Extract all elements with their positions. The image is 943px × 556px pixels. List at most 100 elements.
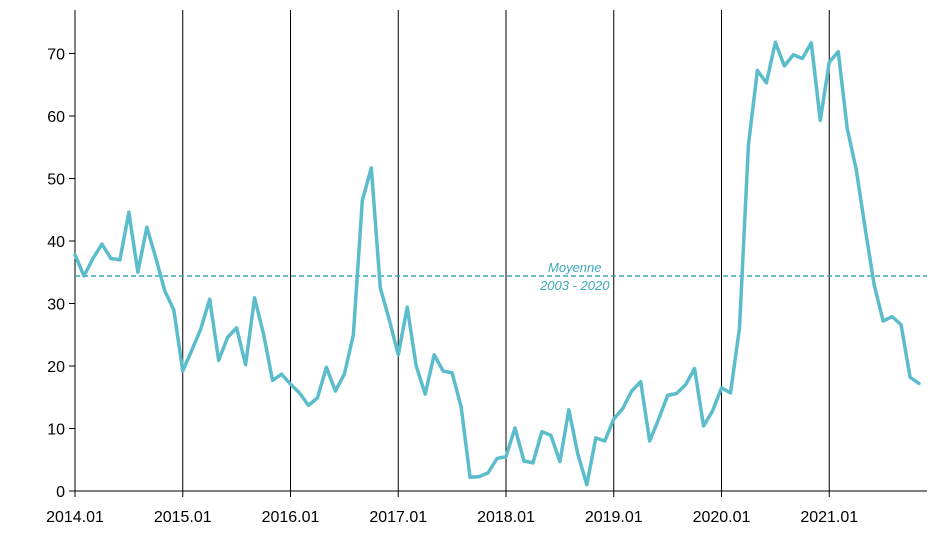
y-tick-label: 40	[47, 234, 65, 251]
data-point	[702, 424, 705, 428]
data-point	[190, 349, 193, 352]
data-point	[729, 391, 732, 395]
data-point	[756, 69, 759, 72]
x-tick-label: 2018.01	[477, 509, 535, 526]
data-point	[217, 359, 220, 362]
axes	[74, 10, 927, 492]
data-point	[549, 434, 553, 437]
data-point	[917, 382, 921, 385]
data-point	[415, 364, 418, 368]
data-point	[621, 407, 624, 410]
data-point	[639, 380, 642, 383]
data-point	[226, 336, 229, 339]
data-point	[100, 242, 104, 246]
data-point	[675, 392, 678, 395]
data-point	[854, 167, 858, 171]
data-point	[432, 353, 436, 356]
data-point	[325, 366, 328, 369]
data-point	[792, 53, 795, 56]
data-point	[810, 41, 813, 45]
data-point	[576, 452, 580, 456]
y-tick-label: 20	[47, 359, 65, 376]
vertical-gridlines	[182, 10, 830, 491]
data-point	[361, 199, 364, 202]
data-point	[289, 382, 292, 386]
series-line-0	[73, 40, 921, 487]
data-point	[630, 389, 633, 393]
x-tick-label: 2015.01	[154, 509, 212, 526]
data-point	[872, 283, 876, 286]
data-point	[280, 372, 283, 376]
data-point	[846, 127, 849, 130]
data-point	[127, 211, 131, 214]
data-point	[890, 315, 894, 318]
data-point	[585, 483, 589, 486]
data-point	[477, 475, 481, 478]
data-point	[837, 50, 840, 53]
data-point	[495, 457, 499, 460]
x-tick-label: 2019.01	[585, 509, 643, 526]
x-tick-label: 2017.01	[369, 509, 427, 526]
data-point	[441, 369, 445, 373]
data-point	[235, 326, 238, 330]
data-point	[828, 61, 831, 64]
data-point	[118, 258, 122, 261]
data-point	[603, 439, 606, 443]
data-point	[801, 57, 804, 60]
y-tick-label: 70	[47, 47, 65, 64]
data-point	[73, 253, 77, 256]
average-label-line1: Moyenne	[548, 260, 601, 275]
data-point	[397, 353, 400, 356]
data-point	[908, 376, 912, 379]
data-point	[684, 383, 687, 386]
data-point	[423, 392, 427, 396]
data-point	[666, 394, 669, 397]
data-point	[531, 461, 535, 465]
y-axis-ticks: 0 10 20 30 40 50 60 70	[47, 47, 75, 501]
y-tick-label: 0	[56, 484, 65, 501]
data-point	[298, 391, 301, 395]
x-tick-label: 2014.01	[46, 509, 104, 526]
y-tick-label: 50	[47, 172, 65, 189]
data-point	[352, 333, 355, 336]
series-group	[73, 40, 921, 487]
data-point	[208, 297, 211, 301]
data-point	[648, 439, 651, 443]
x-tick-label: 2021.01	[800, 509, 858, 526]
data-point	[316, 396, 319, 400]
data-point	[819, 119, 822, 122]
data-point	[657, 417, 660, 421]
data-point	[109, 257, 113, 260]
data-point	[504, 455, 508, 458]
data-point	[774, 41, 777, 44]
data-point	[163, 289, 166, 293]
data-point	[567, 408, 571, 411]
data-point	[612, 417, 615, 421]
y-tick-label: 10	[47, 422, 65, 439]
data-point	[271, 379, 274, 382]
data-point	[145, 226, 149, 229]
data-point	[522, 459, 526, 463]
y-tick-label: 30	[47, 297, 65, 314]
data-point	[783, 64, 786, 68]
data-point	[558, 460, 562, 463]
data-point	[91, 257, 95, 260]
x-tick-label: 2020.01	[693, 509, 751, 526]
data-point	[765, 81, 768, 85]
data-point	[459, 405, 463, 408]
data-point	[738, 327, 741, 330]
data-point	[244, 363, 247, 366]
x-axis-ticks: 2014.01 2015.01 2016.01 2017.01 2018.01 2019.…	[46, 491, 858, 526]
data-point	[450, 371, 454, 375]
data-point	[181, 369, 184, 373]
data-point	[388, 318, 391, 321]
data-point	[899, 323, 903, 326]
data-point	[513, 426, 517, 430]
data-point	[253, 296, 256, 300]
data-point	[343, 372, 346, 376]
data-point	[720, 386, 723, 390]
data-point	[307, 404, 310, 407]
data-point	[82, 274, 86, 278]
data-point	[136, 271, 140, 274]
